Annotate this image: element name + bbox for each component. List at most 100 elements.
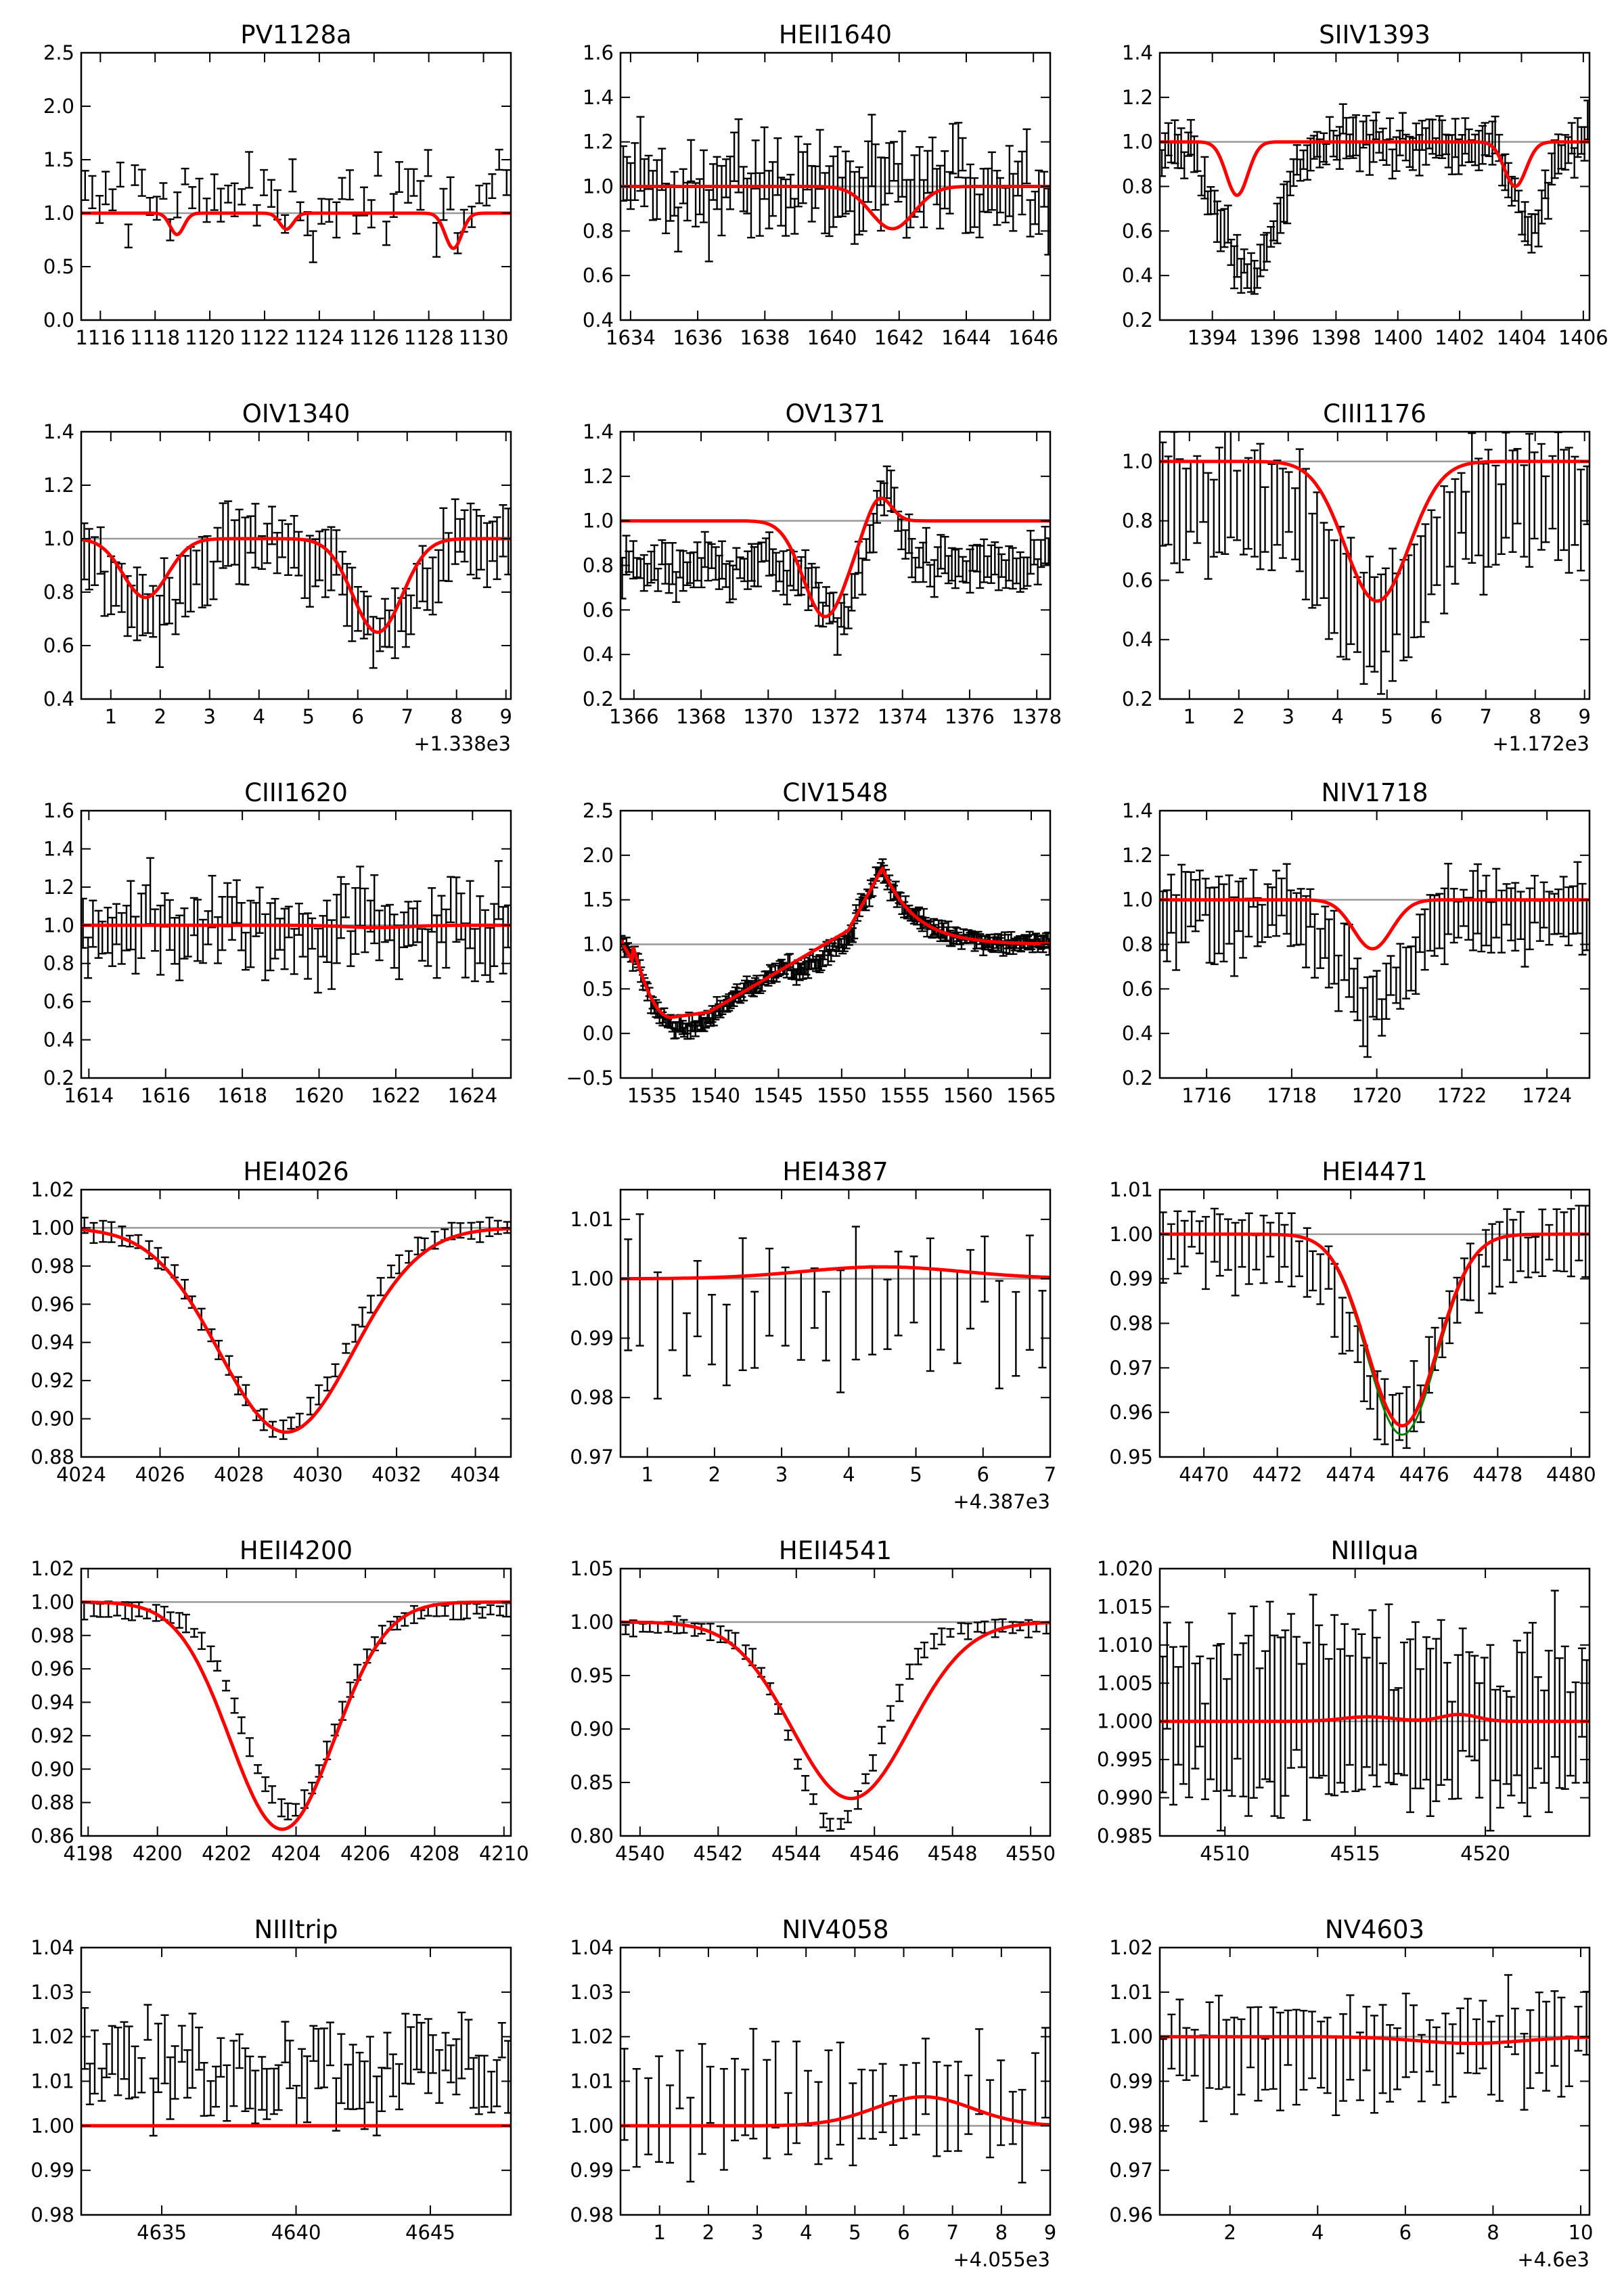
data-point (457, 2011, 466, 2080)
y-tick-label: 0.2 (43, 1067, 74, 1090)
data-point (1465, 1651, 1474, 1757)
data-point (995, 1280, 1003, 1389)
plot-area (1160, 432, 1589, 695)
x-tick-label: 1368 (676, 705, 726, 728)
y-tick-label: 1.2 (43, 474, 74, 497)
data-point (230, 519, 239, 566)
y-tick-label: 1.2 (1122, 86, 1153, 109)
data-point (1396, 943, 1405, 1010)
data-point (280, 907, 289, 970)
data-point (160, 557, 168, 626)
data-point (151, 908, 160, 952)
data-point (332, 893, 341, 964)
data-point (437, 895, 446, 943)
data-point (901, 529, 910, 560)
data-point (394, 2063, 403, 2111)
panel-HEI4387: HEI4387 1 2 3 4 5 6 7 0.97 0.98 0.99 1.00 1.01 +4.387… (570, 1157, 1056, 1513)
data-point (810, 1267, 819, 1329)
data-point (294, 902, 303, 936)
x-tick-label: 9 (499, 705, 512, 728)
data-point (1258, 903, 1267, 943)
x-tick-label: 10 (1569, 2221, 1594, 2244)
data-point (117, 912, 126, 965)
y-tick-label: 1.04 (570, 1936, 614, 1959)
data-point (1529, 1621, 1537, 1789)
data-point (208, 874, 217, 928)
y-tick-label: 1.00 (1109, 1223, 1153, 1246)
data-point (118, 1226, 127, 1247)
y-tick-label: 0.96 (1109, 2203, 1153, 2226)
data-point (439, 507, 448, 582)
data-point (1399, 1641, 1408, 1776)
data-point (457, 892, 466, 941)
data-point (416, 180, 425, 211)
data-point (482, 522, 491, 588)
data-point (1508, 449, 1517, 553)
data-point (898, 130, 907, 198)
data-point (1030, 539, 1039, 566)
data-point (1507, 887, 1516, 941)
y-tick-label: 0.4 (583, 643, 614, 666)
data-point (864, 140, 873, 203)
data-point (189, 897, 198, 937)
data-point (277, 1798, 286, 1818)
x-tick-label: 1400 (1373, 326, 1423, 349)
data-point (738, 1237, 747, 1372)
data-point (698, 2043, 706, 2155)
data-point (1432, 2026, 1441, 2086)
data-point (304, 912, 313, 980)
x-tick-label: 1550 (817, 1084, 867, 1107)
data-point (997, 553, 1006, 578)
data-point (1201, 878, 1210, 916)
data-point (300, 539, 309, 600)
data-point (953, 1270, 962, 1364)
data-point (1421, 523, 1430, 623)
data-point (485, 1216, 494, 1238)
data-point (1265, 1600, 1274, 1783)
data-point (966, 1249, 975, 1330)
data-point (404, 901, 413, 947)
data-point (841, 150, 850, 215)
data-point (95, 195, 104, 224)
data-point (721, 563, 730, 588)
panel-title: PV1128a (240, 20, 351, 49)
data-point (1550, 1590, 1559, 1758)
plot-area (81, 1600, 511, 1831)
x-tick-label: 4208 (409, 1842, 459, 1865)
data-point (1411, 1621, 1420, 1790)
data-point (342, 1343, 351, 1354)
data-point (238, 188, 246, 206)
data-point (108, 2025, 116, 2075)
data-point (979, 168, 988, 212)
x-tick-label: 3 (751, 2221, 763, 2244)
data-point (94, 910, 103, 959)
data-point (229, 2040, 238, 2107)
x-tick-label: 1624 (447, 1084, 497, 1107)
data-point (1012, 557, 1021, 585)
data-point (1524, 1236, 1533, 1278)
y-tick-label: 0.99 (1109, 2070, 1153, 2093)
x-tick-label: 1622 (371, 1084, 421, 1107)
y-tick-label: 1.01 (570, 1208, 614, 1231)
y-tick-label: 0.2 (1122, 1067, 1153, 1090)
data-point (499, 905, 508, 974)
data-point (287, 1416, 296, 1430)
data-point (921, 2038, 930, 2115)
data-point (1386, 955, 1395, 996)
data-point (1297, 1663, 1306, 1768)
data-point (1334, 954, 1343, 1012)
data-point (1220, 208, 1229, 248)
x-tick-label: 4210 (479, 1842, 529, 1865)
data-point (1256, 443, 1265, 570)
y-tick-label: 0.97 (1109, 2159, 1153, 2182)
data-point (246, 899, 255, 968)
y-tick-label: 0.4 (43, 1029, 74, 1052)
y-tick-label: 1.005 (1097, 1671, 1153, 1694)
y-tick-label: 0.2 (1122, 309, 1153, 332)
data-point (1321, 905, 1330, 959)
panel-NIIItrip: NIIItrip 4635 4640 4645 0.98 0.99 1.00 1.01 1.02… (30, 1915, 512, 2244)
data-point (143, 2004, 152, 2041)
data-point (224, 500, 233, 567)
data-point (794, 135, 803, 208)
data-point (719, 2067, 728, 2171)
